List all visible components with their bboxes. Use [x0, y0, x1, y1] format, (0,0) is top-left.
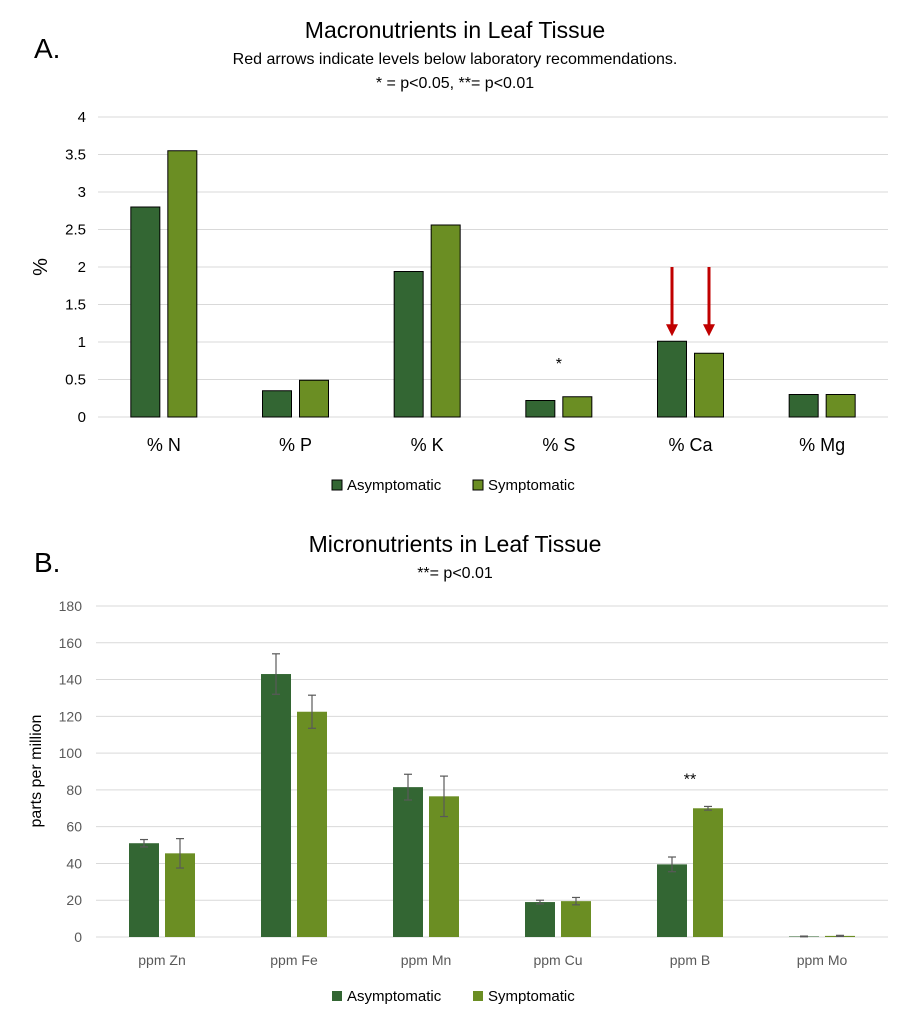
- bar-symptomatic-ca: [694, 352, 724, 418]
- y-tick-label: 2.5: [65, 222, 86, 239]
- chart-a-title: Macronutrients in Leaf Tissue: [305, 17, 605, 43]
- significance-marker-ppm-b: **: [684, 771, 696, 788]
- y-tick-label: 0: [74, 929, 82, 945]
- bar-symptomatic-ppm-b: [693, 808, 723, 937]
- legend-swatch-symptomatic: [472, 479, 484, 491]
- category-label-ppm-mo: ppm Mo: [797, 952, 848, 968]
- chart-b-subtitle-line-1: **= p<0.01: [417, 565, 493, 582]
- legend-swatch-asymptomatic: [332, 991, 342, 1001]
- legend-swatch-symptomatic: [473, 991, 483, 1001]
- bar-symptomatic-n: [167, 150, 198, 418]
- category-label-k: % K: [411, 435, 444, 455]
- category-label-p: % P: [279, 435, 312, 455]
- legend-label-symptomatic: Symptomatic: [488, 988, 575, 1005]
- y-tick-label: 4: [78, 109, 86, 126]
- bar-asymptomatic-ppm-zn: [129, 843, 159, 937]
- legend-label-asymptomatic: Asymptomatic: [347, 988, 442, 1005]
- bar-asymptomatic-ppm-b: [657, 864, 687, 937]
- y-tick-label: 180: [59, 598, 83, 614]
- bar-asymptomatic-p: [262, 390, 292, 418]
- y-tick-label: 120: [59, 708, 83, 724]
- deficiency-arrow-icon: [703, 324, 715, 337]
- chart-b-y-axis-label: parts per million: [28, 715, 45, 828]
- bar-asymptomatic-n: [130, 206, 161, 418]
- bar-asymptomatic-ppm-cu: [525, 902, 555, 937]
- bar-symptomatic-s: [562, 396, 593, 418]
- deficiency-arrow-icon: [666, 324, 678, 337]
- legend-swatch-asymptomatic: [331, 479, 343, 491]
- category-label-ca: % Ca: [668, 435, 713, 455]
- bar-symptomatic-p: [299, 379, 329, 418]
- chart-a-subtitle-line-1: Red arrows indicate levels below laborat…: [233, 51, 678, 68]
- bar-symptomatic-ppm-fe: [297, 711, 327, 937]
- bar-asymptomatic-ppm-mn: [393, 787, 423, 937]
- chart-a-y-axis-label: %: [30, 258, 52, 276]
- category-label-ppm-cu: ppm Cu: [533, 952, 582, 968]
- category-label-ppm-mn: ppm Mn: [401, 952, 452, 968]
- y-tick-label: 60: [66, 819, 82, 835]
- bar-symptomatic-ppm-cu: [561, 901, 591, 937]
- y-tick-label: 40: [66, 855, 82, 871]
- y-tick-label: 2: [78, 259, 86, 276]
- y-tick-label: 100: [59, 745, 83, 761]
- y-tick-label: 1.5: [65, 297, 86, 314]
- significance-marker-s: *: [556, 356, 562, 373]
- category-label-mg: % Mg: [799, 435, 845, 455]
- legend-label-asymptomatic: Asymptomatic: [347, 477, 442, 494]
- bar-asymptomatic-ca: [657, 340, 687, 418]
- chart-b-title: Micronutrients in Leaf Tissue: [309, 531, 602, 557]
- category-label-s: % S: [542, 435, 575, 455]
- category-label-ppm-b: ppm B: [670, 952, 710, 968]
- y-tick-label: 160: [59, 635, 83, 651]
- y-tick-label: 0: [78, 409, 86, 426]
- category-label-n: % N: [147, 435, 181, 455]
- bar-symptomatic-ppm-mn: [429, 796, 459, 937]
- y-tick-label: 0.5: [65, 372, 86, 389]
- bar-symptomatic-mg: [825, 394, 856, 418]
- panel-a-label: A.: [34, 33, 60, 64]
- bar-asymptomatic-mg: [788, 394, 819, 418]
- bar-asymptomatic-s: [525, 400, 556, 418]
- category-label-ppm-fe: ppm Fe: [270, 952, 318, 968]
- bar-symptomatic-k: [430, 224, 461, 418]
- y-tick-label: 1: [78, 334, 86, 351]
- y-tick-label: 20: [66, 892, 82, 908]
- category-label-ppm-zn: ppm Zn: [138, 952, 185, 968]
- y-tick-label: 80: [66, 782, 82, 798]
- y-tick-label: 140: [59, 672, 83, 688]
- y-tick-label: 3.5: [65, 147, 86, 164]
- chart-b-plot: 0 20 40 60 80 100 120 140 160 180 ppm Zn ppm Fe ppm …: [59, 598, 888, 1005]
- chart-legend: Asymptomatic Symptomatic: [332, 988, 575, 1005]
- bar-asymptomatic-k: [393, 271, 424, 418]
- bar-asymptomatic-ppm-fe: [261, 674, 291, 937]
- legend-label-symptomatic: Symptomatic: [488, 477, 575, 494]
- chart-a-plot: 0 0.5 1 1.5 2 2.5 3 3.5 4 % N % P % K % S % Ca % Mg * As…: [65, 109, 888, 494]
- panel-b-label: B.: [34, 547, 60, 578]
- y-tick-label: 3: [78, 184, 86, 201]
- chart-legend: Asymptomatic Symptomatic: [331, 477, 575, 494]
- chart-a-subtitle-line-2: * = p<0.05, **= p<0.01: [376, 75, 534, 92]
